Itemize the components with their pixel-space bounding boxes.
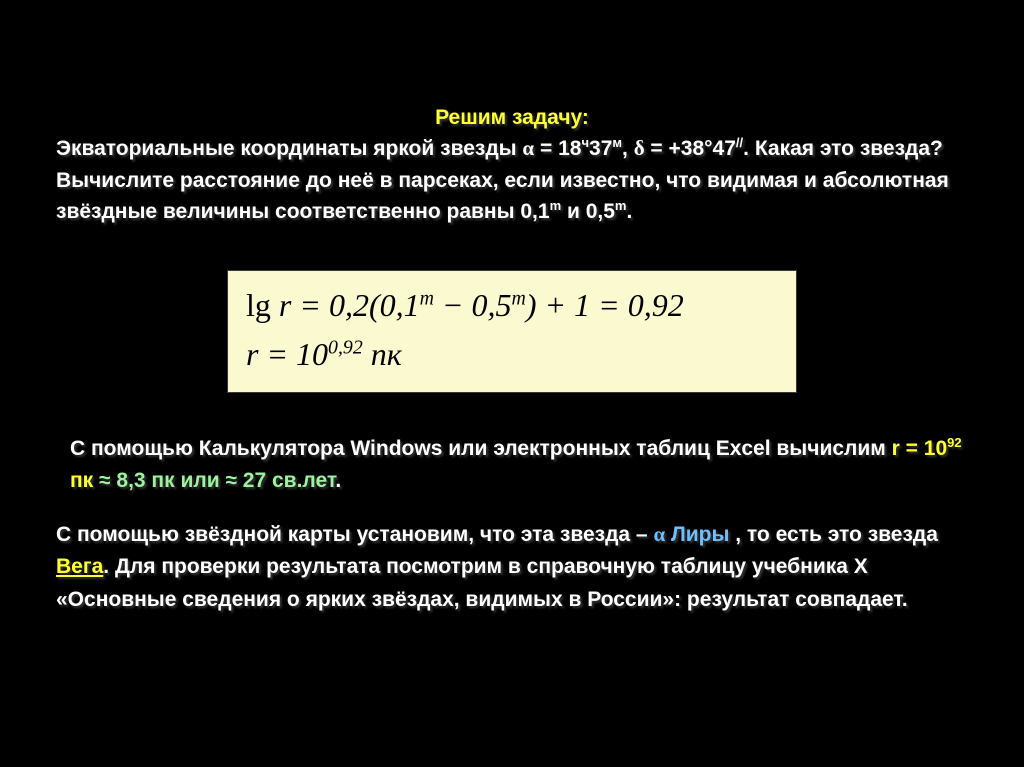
conc-alpha: α bbox=[653, 522, 665, 546]
formula-line-2: r = 100,92 пк bbox=[246, 330, 778, 380]
problem-statement: Экваториальные координаты яркой звезды α… bbox=[56, 133, 976, 228]
r-exp: 92 bbox=[947, 435, 961, 450]
r2: r bbox=[246, 336, 258, 372]
conc-p1b: , то есть это звезда bbox=[729, 523, 937, 546]
f1c: − 0,5 bbox=[434, 287, 512, 323]
f2a: = 10 bbox=[258, 336, 328, 372]
conclusion-paragraph: С помощью звёздной карты установим, что … bbox=[56, 518, 976, 617]
alpha-mid: 37 bbox=[589, 137, 612, 160]
lg: lg bbox=[246, 287, 279, 323]
problem-title: Решим задачу: bbox=[0, 106, 1024, 130]
f1b: = 0,2(0,1 bbox=[291, 287, 419, 323]
formula-box: lg r = 0,2(0,1m − 0,5m) + 1 = 0,92 r = 1… bbox=[227, 270, 797, 393]
slide: Решим задачу: Экваториальные координаты … bbox=[0, 106, 1024, 767]
conc-p1: С помощью звёздной карты установим, что … bbox=[56, 523, 653, 546]
delta-symbol: δ bbox=[634, 136, 645, 160]
formula-line-1: lg r = 0,2(0,1m − 0,5m) + 1 = 0,92 bbox=[246, 281, 778, 331]
r-eq-text: r = 10 bbox=[892, 437, 947, 460]
problem-pre: Экваториальные координаты яркой звезды bbox=[56, 137, 522, 160]
calc-paragraph: С помощью Калькулятора Windows или элект… bbox=[70, 433, 976, 498]
calc-dot: . bbox=[335, 469, 341, 492]
delta-eq: = +38°47 bbox=[645, 137, 736, 160]
calc-approx: ≈ 8,3 пк или ≈ 27 св.лет bbox=[93, 469, 335, 492]
calc-p1: С помощью Калькулятора Windows или элект… bbox=[70, 437, 892, 460]
dot1: . bbox=[743, 137, 755, 160]
m2: m bbox=[615, 198, 627, 213]
end: . bbox=[627, 200, 633, 223]
f2b: пк bbox=[363, 336, 402, 372]
alpha-symbol: α bbox=[522, 136, 534, 160]
conc-p2: . Для проверки результата посмотрим в сп… bbox=[56, 555, 908, 611]
alpha-sup2: м bbox=[612, 135, 622, 150]
conc-lyra: Лиры bbox=[665, 523, 729, 546]
alpha-eq: = 18 bbox=[534, 137, 581, 160]
conc-vega: Вега bbox=[56, 555, 103, 578]
and: и 0,5 bbox=[561, 200, 615, 223]
title-text: Решим задачу: bbox=[435, 106, 589, 129]
f1d: ) + 1 = 0,92 bbox=[526, 287, 684, 323]
f2exp: 0,92 bbox=[328, 336, 363, 358]
alpha-sup1: ч bbox=[581, 135, 589, 150]
sep: , bbox=[622, 137, 634, 160]
fm1: m bbox=[420, 287, 434, 309]
r-unit: пк bbox=[70, 469, 93, 492]
fm2: m bbox=[512, 287, 526, 309]
m1: m bbox=[550, 198, 562, 213]
r1: r bbox=[279, 287, 291, 323]
